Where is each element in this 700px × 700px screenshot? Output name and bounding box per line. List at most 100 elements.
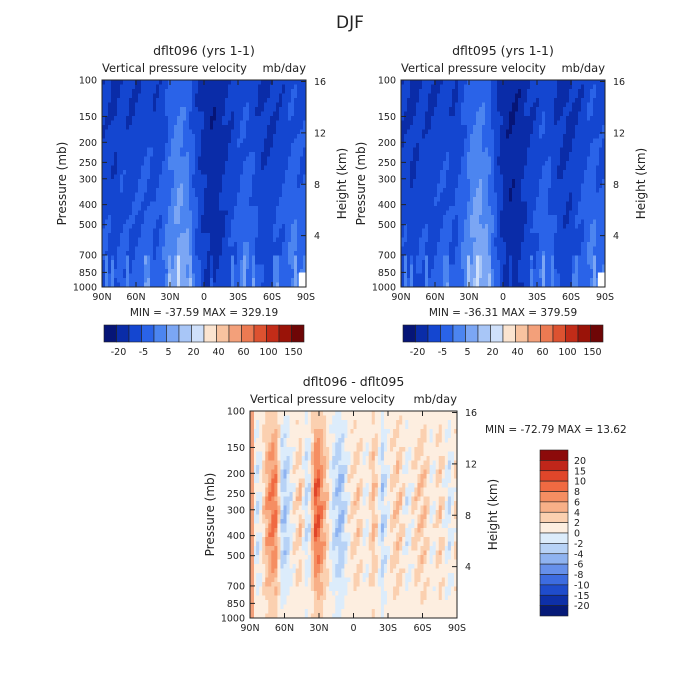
field-cell [482, 143, 486, 149]
field-cell [584, 134, 588, 140]
field-cell [273, 188, 277, 194]
field-cell [108, 120, 112, 126]
field-cell [297, 129, 301, 135]
field-cell [503, 143, 507, 149]
field-cell [168, 197, 172, 203]
field-cell [111, 233, 115, 239]
field-cell [440, 174, 444, 180]
field-cell [249, 264, 253, 270]
field-cell [276, 80, 280, 86]
field-cell [300, 107, 304, 113]
field-cell [279, 102, 283, 108]
field-cell [422, 165, 426, 171]
field-cell [497, 116, 501, 122]
field-cell [147, 273, 151, 279]
field-cell [150, 278, 154, 284]
field-cell [288, 246, 292, 252]
field-cell [108, 246, 112, 252]
field-cell [117, 147, 121, 153]
field-cell [114, 264, 118, 270]
field-cell [240, 260, 244, 266]
field-cell [201, 174, 205, 180]
field-cell [276, 170, 280, 176]
field-cell [210, 278, 214, 284]
field-cell [470, 143, 474, 149]
field-cell [300, 237, 304, 243]
field-cell [117, 260, 121, 266]
field-cell [150, 183, 154, 189]
field-cell [207, 134, 211, 140]
field-cell [231, 107, 235, 113]
field-cell [518, 183, 522, 189]
field-cell [422, 192, 426, 198]
field-cell [407, 116, 411, 122]
field-cell [165, 215, 169, 221]
field-cell [270, 278, 274, 284]
field-cell [219, 264, 223, 270]
field-cell [252, 210, 256, 216]
field-cell [545, 98, 549, 104]
field-cell [252, 143, 256, 149]
field-cell [174, 170, 178, 176]
field-cell [563, 165, 567, 171]
field-cell [156, 143, 160, 149]
field-cell [165, 260, 169, 266]
field-cell [120, 278, 124, 284]
field-cell [132, 134, 136, 140]
field-cell [201, 179, 205, 185]
field-cell [425, 125, 429, 131]
field-cell [503, 107, 507, 113]
field-cell [126, 84, 130, 90]
field-cell [294, 89, 298, 95]
field-cell [297, 210, 301, 216]
field-cell [267, 143, 271, 149]
field-cell [132, 269, 136, 275]
field-cell [560, 165, 564, 171]
field-cell [578, 174, 582, 180]
field-cell [147, 120, 151, 126]
field-cell [204, 116, 208, 122]
field-cell [246, 174, 250, 180]
field-cell [165, 174, 169, 180]
field-cell [150, 116, 154, 122]
field-cell [174, 237, 178, 243]
field-cell [105, 179, 109, 185]
field-cell [551, 102, 555, 108]
field-cell [108, 192, 112, 198]
field-cell [201, 260, 205, 266]
field-cell [111, 179, 115, 185]
field-cell [114, 152, 118, 158]
field-cell [174, 129, 178, 135]
field-cell [285, 210, 289, 216]
field-cell [123, 215, 127, 221]
field-cell [428, 102, 432, 108]
field-cell [566, 170, 570, 176]
field-cell [228, 260, 232, 266]
field-cell [153, 251, 157, 257]
field-cell [422, 197, 426, 203]
field-cell [195, 246, 199, 252]
field-cell [264, 188, 268, 194]
field-cell [288, 242, 292, 248]
field-cell [545, 188, 549, 194]
field-cell [440, 183, 444, 189]
field-cell [557, 170, 561, 176]
field-cell [410, 134, 414, 140]
field-cell [536, 170, 540, 176]
field-cell [180, 282, 184, 287]
field-cell [273, 237, 277, 243]
field-cell [419, 143, 423, 149]
field-cell [114, 111, 118, 117]
field-cell [413, 120, 417, 126]
field-cell [219, 251, 223, 257]
field-cell [171, 120, 175, 126]
field-cell [596, 134, 600, 140]
field-cell [186, 120, 190, 126]
field-cell [255, 188, 259, 194]
field-cell [575, 170, 579, 176]
field-cell [234, 183, 238, 189]
field-cell [258, 233, 262, 239]
field-cell [102, 260, 106, 266]
field-cell [216, 215, 220, 221]
field-cell [470, 80, 474, 86]
